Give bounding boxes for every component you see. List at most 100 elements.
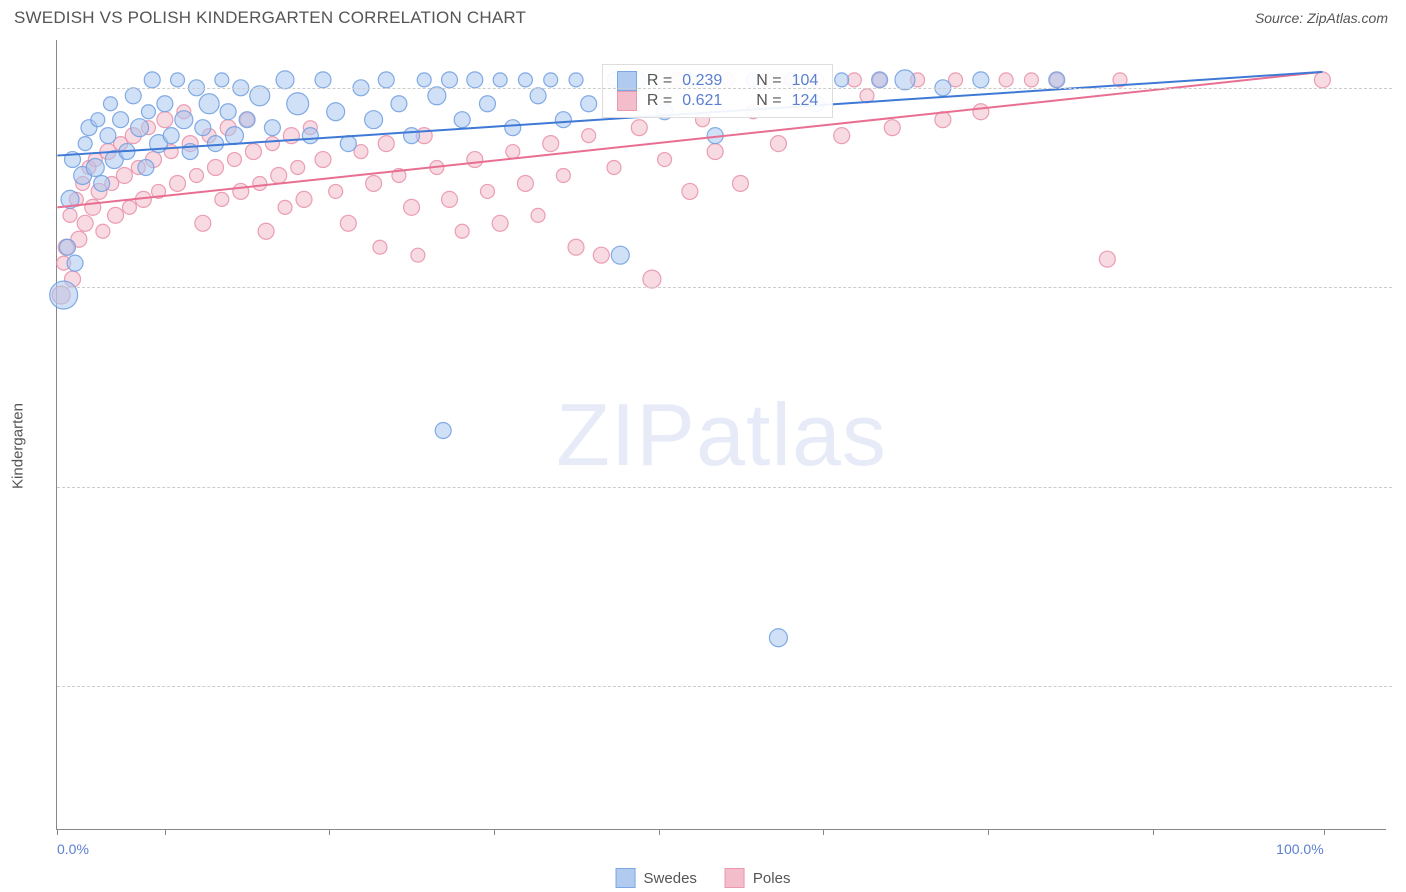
poles-r-value: 0.621 bbox=[682, 92, 722, 110]
poles-point bbox=[373, 240, 387, 254]
swedes-point bbox=[479, 96, 495, 112]
poles-point bbox=[245, 144, 261, 160]
poles-point bbox=[834, 128, 850, 144]
poles-point bbox=[215, 192, 229, 206]
poles-point bbox=[329, 184, 343, 198]
swedes-point bbox=[1049, 72, 1065, 88]
poles-point bbox=[265, 137, 279, 151]
swedes-point bbox=[417, 73, 431, 87]
poles-point bbox=[543, 136, 559, 152]
poles-point bbox=[884, 120, 900, 136]
swedes-point bbox=[365, 111, 383, 129]
legend-label-poles: Poles bbox=[753, 870, 791, 887]
swedes-point bbox=[225, 127, 243, 145]
poles-point bbox=[506, 145, 520, 159]
poles-point bbox=[122, 200, 136, 214]
poles-point bbox=[568, 239, 584, 255]
poles-point bbox=[1099, 251, 1115, 267]
ytick-label: 95.0% bbox=[1396, 479, 1406, 495]
swedes-point bbox=[94, 175, 110, 191]
poles-point bbox=[467, 152, 483, 168]
n-label: N = bbox=[756, 92, 781, 110]
poles-point bbox=[682, 183, 698, 199]
swedes-point bbox=[973, 72, 989, 88]
swedes-point bbox=[302, 128, 318, 144]
poles-point bbox=[411, 248, 425, 262]
swedes-point bbox=[91, 113, 105, 127]
xtick-mark bbox=[1324, 829, 1325, 835]
poles-point bbox=[278, 200, 292, 214]
swedes-point bbox=[175, 111, 193, 129]
poles-point bbox=[77, 215, 93, 231]
swedes-point bbox=[505, 120, 521, 136]
poles-point bbox=[157, 112, 173, 128]
swedes-point bbox=[86, 159, 104, 177]
gridline-h bbox=[57, 287, 1392, 288]
swedes-point bbox=[59, 239, 75, 255]
swedes-point bbox=[327, 103, 345, 121]
chart-plot-area: ZIPatlas R = 0.239 N = 104 R = 0.621 N =… bbox=[56, 40, 1386, 830]
poles-point bbox=[480, 184, 494, 198]
poles-point bbox=[296, 191, 312, 207]
swedes-point bbox=[215, 73, 229, 87]
poles-point bbox=[108, 207, 124, 223]
swedes-point bbox=[131, 119, 149, 137]
gridline-h bbox=[57, 686, 1392, 687]
swedes-point bbox=[50, 281, 78, 309]
swatch-poles bbox=[617, 91, 637, 111]
poles-point bbox=[195, 215, 211, 231]
chart-title: SWEDISH VS POLISH KINDERGARTEN CORRELATI… bbox=[14, 8, 526, 28]
poles-point bbox=[973, 104, 989, 120]
gridline-h bbox=[57, 88, 1392, 89]
swedes-point bbox=[207, 136, 223, 152]
poles-point bbox=[227, 153, 241, 167]
swedes-point bbox=[404, 128, 420, 144]
y-axis-label: Kindergarten bbox=[10, 403, 27, 489]
swedes-point bbox=[103, 97, 117, 111]
swedes-point bbox=[518, 73, 532, 87]
poles-point bbox=[63, 208, 77, 222]
poles-n-value: 124 bbox=[792, 92, 819, 110]
swedes-point bbox=[315, 72, 331, 88]
poles-point bbox=[847, 73, 861, 87]
swedes-point bbox=[872, 72, 888, 88]
swedes-point bbox=[544, 73, 558, 87]
swedes-point bbox=[100, 128, 116, 144]
poles-point bbox=[658, 153, 672, 167]
xtick-mark bbox=[823, 829, 824, 835]
swedes-point bbox=[569, 73, 583, 87]
poles-point bbox=[707, 144, 723, 160]
swedes-point bbox=[199, 94, 219, 114]
swedes-point bbox=[442, 72, 458, 88]
poles-point bbox=[582, 129, 596, 143]
legend-item-swedes: Swedes bbox=[616, 868, 697, 888]
poles-point bbox=[207, 160, 223, 176]
xtick-mark bbox=[494, 829, 495, 835]
swedes-point bbox=[287, 93, 309, 115]
poles-point bbox=[999, 73, 1013, 87]
swedes-point bbox=[769, 629, 787, 647]
gridline-h bbox=[57, 487, 1392, 488]
ytick-label: 92.5% bbox=[1396, 678, 1406, 694]
ytick-label: 97.5% bbox=[1396, 279, 1406, 295]
poles-point bbox=[607, 161, 621, 175]
bottom-legend: Swedes Poles bbox=[616, 868, 791, 888]
swedes-point bbox=[611, 246, 629, 264]
poles-point bbox=[732, 175, 748, 191]
poles-point bbox=[85, 199, 101, 215]
swedes-point bbox=[195, 120, 211, 136]
swedes-point bbox=[144, 72, 160, 88]
swedes-point bbox=[378, 72, 394, 88]
swedes-point bbox=[163, 128, 179, 144]
xtick-mark bbox=[57, 829, 58, 835]
swedes-point bbox=[835, 73, 849, 87]
swedes-point bbox=[493, 73, 507, 87]
poles-point bbox=[631, 120, 647, 136]
header: SWEDISH VS POLISH KINDERGARTEN CORRELATI… bbox=[0, 0, 1406, 34]
source-label: Source: ZipAtlas.com bbox=[1255, 10, 1388, 26]
r-label: R = bbox=[647, 92, 672, 110]
poles-point bbox=[517, 175, 533, 191]
xtick-mark bbox=[329, 829, 330, 835]
swedes-point bbox=[276, 71, 294, 89]
legend-item-poles: Poles bbox=[725, 868, 791, 888]
